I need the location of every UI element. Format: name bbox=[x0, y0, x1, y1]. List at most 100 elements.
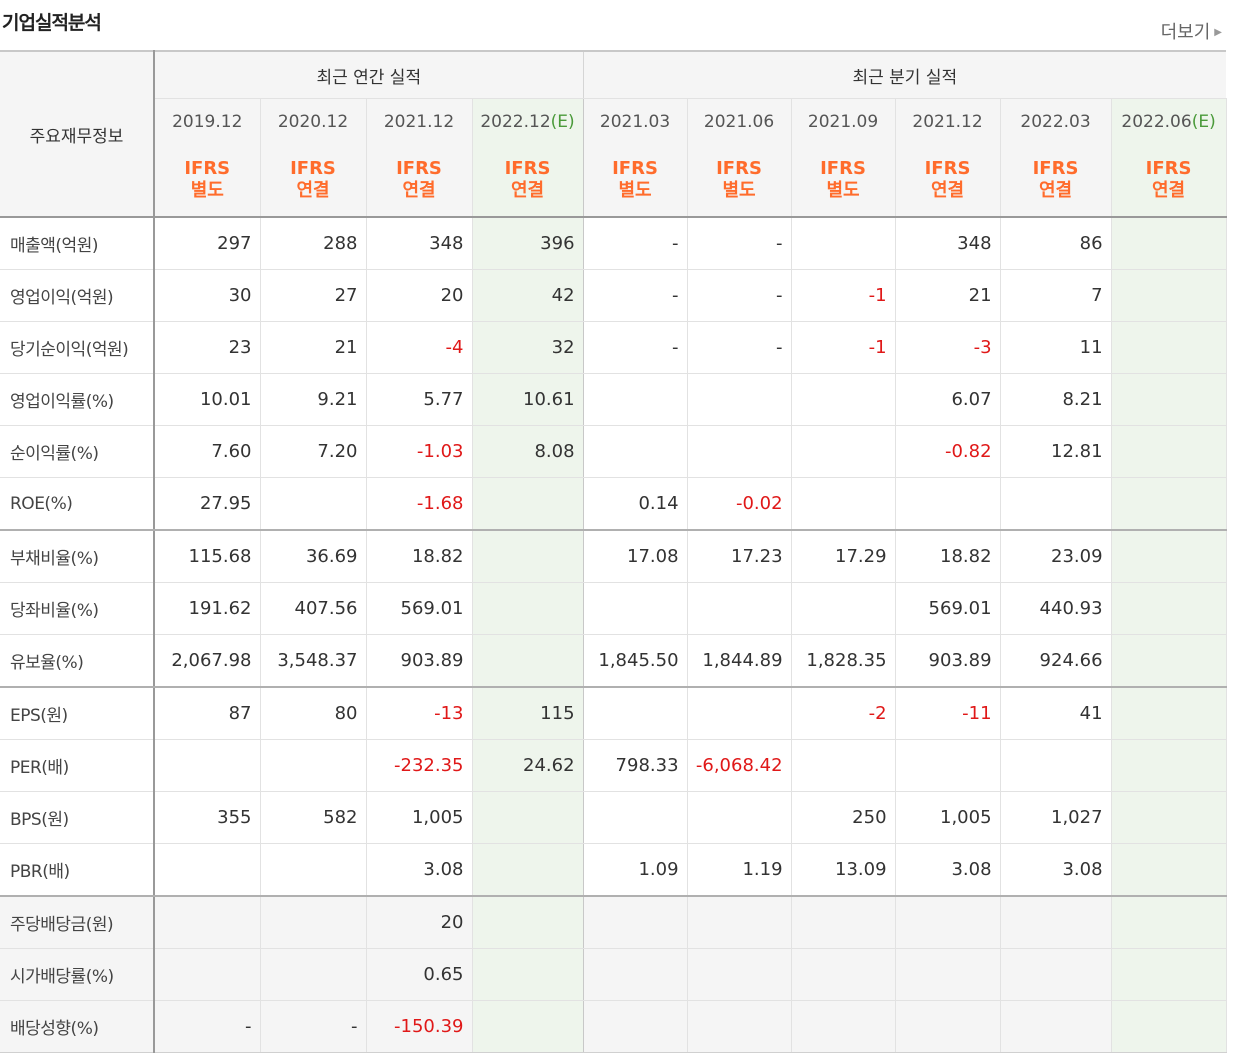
table-cell bbox=[1111, 477, 1227, 531]
table-cell: 18.82 bbox=[895, 530, 1001, 583]
table-row: 영업이익(억원) 30 27 20 42- - -1 21 7 bbox=[0, 269, 1227, 322]
table-cell: 0.14 bbox=[583, 477, 688, 531]
table-cell: 12.81 bbox=[1000, 425, 1112, 478]
table-cell bbox=[154, 843, 261, 897]
table-cell bbox=[1111, 269, 1227, 322]
table-cell: 21 bbox=[895, 269, 1001, 322]
table-cell: -0.82 bbox=[895, 425, 1001, 478]
table-cell bbox=[583, 373, 688, 426]
more-label[interactable]: 더보기 bbox=[1160, 22, 1211, 43]
ifrs-label: IFRS bbox=[396, 158, 442, 179]
table-cell bbox=[260, 896, 367, 949]
table-cell bbox=[260, 739, 367, 792]
table-cell: 27.95 bbox=[154, 477, 261, 531]
row-label: PBR(배) bbox=[0, 843, 155, 897]
table-cell: 8.08 bbox=[472, 425, 584, 478]
row-label: 주당배당금(원) bbox=[0, 896, 155, 949]
accounting-basis-header: IFRS 별도 bbox=[583, 144, 688, 218]
table-cell bbox=[583, 896, 688, 949]
basis-label: 별도 bbox=[722, 180, 756, 201]
table-cell bbox=[583, 791, 688, 844]
table-cell bbox=[791, 1000, 896, 1053]
table-cell: 3,548.37 bbox=[260, 634, 367, 688]
table-cell bbox=[583, 948, 688, 1001]
table-cell bbox=[687, 896, 792, 949]
table-cell: - bbox=[260, 1000, 367, 1053]
period-date-header: 2021.12 bbox=[895, 98, 1001, 144]
table-cell bbox=[1111, 791, 1227, 844]
row-label: BPS(원) bbox=[0, 791, 155, 844]
table-cell: -1.03 bbox=[366, 425, 473, 478]
table-cell bbox=[791, 217, 896, 270]
table-cell: 87 bbox=[154, 687, 261, 740]
table-cell: 20 bbox=[366, 269, 473, 322]
accounting-basis-header: IFRS 연결 bbox=[260, 144, 367, 218]
table-cell bbox=[791, 739, 896, 792]
table-cell: -0.02 bbox=[687, 477, 792, 531]
more-link[interactable]: 더보기 ▶ bbox=[1161, 18, 1222, 44]
period-date: 2021.12 bbox=[912, 111, 983, 132]
row-label: 배당성향(%) bbox=[0, 1000, 155, 1053]
table-cell bbox=[472, 843, 584, 897]
table-cell: 7 bbox=[1000, 269, 1112, 322]
row-label: ROE(%) bbox=[0, 477, 155, 531]
table-row: 주당배당금(원) 20 bbox=[0, 896, 1227, 949]
table-cell bbox=[472, 896, 584, 949]
table-cell: -150.39 bbox=[366, 1000, 473, 1053]
table-cell bbox=[895, 739, 1001, 792]
period-date-header: 2021.06 bbox=[687, 98, 792, 144]
table-cell: 396 bbox=[472, 217, 584, 270]
table-cell bbox=[687, 1000, 792, 1053]
row-label: 영업이익률(%) bbox=[0, 373, 155, 426]
table-cell bbox=[260, 948, 367, 1001]
row-label: 유보율(%) bbox=[0, 634, 155, 688]
table-cell bbox=[791, 373, 896, 426]
ifrs-label: IFRS bbox=[290, 158, 336, 179]
table-cell: 86 bbox=[1000, 217, 1112, 270]
table-cell bbox=[1111, 321, 1227, 374]
table-cell bbox=[472, 634, 584, 688]
row-label: 부채비율(%) bbox=[0, 530, 155, 583]
table-cell bbox=[154, 739, 261, 792]
row-label: 당좌비율(%) bbox=[0, 582, 155, 635]
table-cell bbox=[687, 582, 792, 635]
annual-group-header: 최근 연간 실적 bbox=[154, 50, 584, 99]
table-cell: 1,005 bbox=[895, 791, 1001, 844]
table-cell bbox=[1111, 1000, 1227, 1053]
table-cell: 191.62 bbox=[154, 582, 261, 635]
table-cell bbox=[1111, 582, 1227, 635]
ifrs-label: IFRS bbox=[612, 158, 658, 179]
table-cell: 32 bbox=[472, 321, 584, 374]
basis-label: 연결 bbox=[402, 180, 436, 201]
table-cell: -2 bbox=[791, 687, 896, 740]
period-date: 2021.12 bbox=[383, 111, 455, 132]
table-cell: 569.01 bbox=[366, 582, 473, 635]
period-date-header: 2019.12 bbox=[154, 98, 261, 144]
table-cell: - bbox=[687, 217, 792, 270]
table-cell: - bbox=[583, 269, 688, 322]
table-cell: - bbox=[687, 269, 792, 322]
table-cell bbox=[687, 948, 792, 1001]
table-row: ROE(%) 27.95 -1.68 0.14 -0.02 bbox=[0, 477, 1227, 531]
table-cell: 41 bbox=[1000, 687, 1112, 740]
table-cell bbox=[472, 948, 584, 1001]
ifrs-label: IFRS bbox=[1032, 158, 1079, 179]
table-cell: 115 bbox=[472, 687, 584, 740]
ifrs-label: IFRS bbox=[504, 158, 551, 179]
quarter-group-header: 최근 분기 실적 bbox=[583, 50, 1227, 99]
table-cell bbox=[472, 530, 584, 583]
period-date-header: 2021.03 bbox=[583, 98, 688, 144]
table-cell bbox=[260, 843, 367, 897]
table-cell: - bbox=[583, 321, 688, 374]
accounting-basis-header: IFRS 연결 bbox=[895, 144, 1001, 218]
table-cell: 5.77 bbox=[366, 373, 473, 426]
basis-label: 별도 bbox=[826, 180, 860, 201]
table-cell: 10.01 bbox=[154, 373, 261, 426]
table-cell: - bbox=[583, 217, 688, 270]
table-cell: 36.69 bbox=[260, 530, 367, 583]
table-cell bbox=[1111, 843, 1227, 897]
table-cell: 9.21 bbox=[260, 373, 367, 426]
table-cell: -3 bbox=[895, 321, 1001, 374]
table-cell: 1,845.50 bbox=[583, 634, 688, 688]
table-cell: 17.08 bbox=[583, 530, 688, 583]
